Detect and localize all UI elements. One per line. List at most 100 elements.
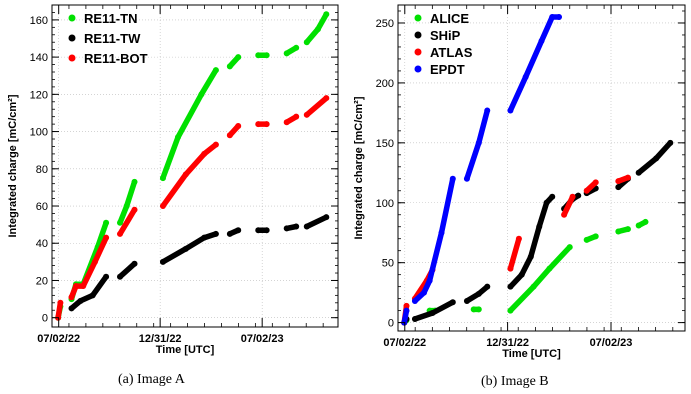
x-tick-label: 07/02/22 — [383, 337, 426, 349]
series-segment — [507, 244, 573, 314]
data-point — [484, 107, 491, 114]
data-point — [235, 54, 242, 61]
chart-panel-b: 0 50 100 150 200 250 07/02/22 12/31/22 07/02/23 T… — [353, 4, 686, 360]
chart-panel-a: 0 20 40 60 80 100 120 140 160 07/02/22 12/31/22 07/… — [7, 4, 339, 356]
data-point — [426, 277, 433, 284]
data-point — [449, 299, 456, 306]
data-point — [575, 192, 582, 199]
y-tick-label: 40 — [36, 238, 48, 250]
legend-marker — [68, 54, 76, 62]
data-point — [159, 258, 166, 265]
data-point — [212, 141, 219, 148]
y-tick-label: 120 — [30, 89, 48, 101]
legend-marker — [414, 31, 422, 39]
data-point — [263, 227, 270, 234]
x-tick-label: 12/31/22 — [139, 333, 182, 345]
data-point — [293, 223, 300, 230]
y-tick-label: 50 — [382, 258, 394, 270]
data-point — [411, 298, 418, 305]
series-segment — [561, 194, 576, 218]
data-point — [642, 218, 649, 225]
x-axis-title: Time [UTC] — [156, 344, 215, 356]
data-point — [583, 236, 590, 243]
data-point — [566, 244, 573, 251]
data-point — [303, 39, 310, 46]
y-tick-label: 100 — [376, 198, 394, 210]
data-point — [212, 67, 219, 74]
legend-marker — [414, 14, 422, 22]
data-point — [323, 95, 330, 102]
data-point — [117, 273, 124, 280]
data-point — [667, 139, 674, 146]
y-tick-label: 140 — [30, 52, 48, 64]
data-point — [182, 171, 189, 178]
data-point — [255, 227, 262, 234]
data-point — [507, 107, 514, 114]
data-point — [538, 37, 545, 44]
series-segment — [160, 141, 219, 209]
y-tick-label: 250 — [376, 18, 394, 30]
data-point — [182, 245, 189, 252]
data-point — [159, 203, 166, 210]
data-point — [592, 179, 599, 186]
data-point — [235, 227, 242, 234]
data-point — [201, 234, 208, 241]
data-point — [484, 283, 491, 290]
series-segment — [160, 231, 219, 265]
data-point — [123, 203, 130, 210]
y-tick-label: 0 — [42, 313, 48, 325]
caption-a: (a) Image A — [118, 372, 185, 387]
data-point — [624, 226, 631, 233]
y-tick-label: 200 — [376, 78, 394, 90]
plot-frame — [51, 4, 339, 328]
series-segment — [68, 273, 109, 312]
data-point — [411, 316, 418, 323]
legend-label: ALICE — [430, 11, 469, 26]
legend-label: SHiP — [430, 28, 461, 43]
data-point — [615, 178, 622, 185]
data-point — [522, 73, 529, 80]
series-re11-bot — [55, 95, 330, 321]
data-point — [438, 229, 445, 236]
data-point — [201, 150, 208, 157]
y-tick-label: 0 — [388, 318, 394, 330]
x-tick-label: 07/02/22 — [37, 333, 80, 345]
data-point — [91, 258, 98, 265]
data-point — [463, 175, 470, 182]
data-point — [80, 283, 87, 290]
data-point — [556, 13, 563, 20]
data-point — [103, 273, 110, 280]
x-tick-label: 07/02/23 — [590, 337, 633, 349]
data-point — [68, 305, 75, 312]
x-tick-label: 07/02/23 — [241, 333, 284, 345]
data-point — [131, 178, 138, 185]
data-point — [561, 211, 568, 218]
data-point — [429, 310, 436, 317]
data-point — [530, 283, 537, 290]
y-tick-label: 80 — [36, 164, 48, 176]
data-point — [263, 52, 270, 59]
data-point — [255, 121, 262, 128]
data-point — [117, 230, 124, 237]
data-point — [226, 63, 233, 70]
data-point — [507, 265, 514, 272]
data-point — [283, 225, 290, 232]
y-tick-label: 160 — [30, 15, 48, 27]
series-re11-tw — [68, 214, 330, 312]
data-point — [283, 119, 290, 126]
data-point — [470, 306, 477, 313]
legend-label: RE11-BOT — [84, 51, 148, 66]
data-point — [635, 222, 642, 229]
series-segment — [160, 67, 219, 181]
data-point — [293, 44, 300, 51]
data-point — [653, 155, 660, 162]
data-point — [103, 234, 110, 241]
data-point — [615, 184, 622, 191]
data-point — [174, 134, 181, 141]
legend-label: ATLAS — [430, 45, 473, 60]
data-point — [615, 228, 622, 235]
series-epdt — [401, 13, 563, 326]
data-point — [507, 283, 514, 290]
caption-b: (b) Image B — [481, 374, 549, 389]
